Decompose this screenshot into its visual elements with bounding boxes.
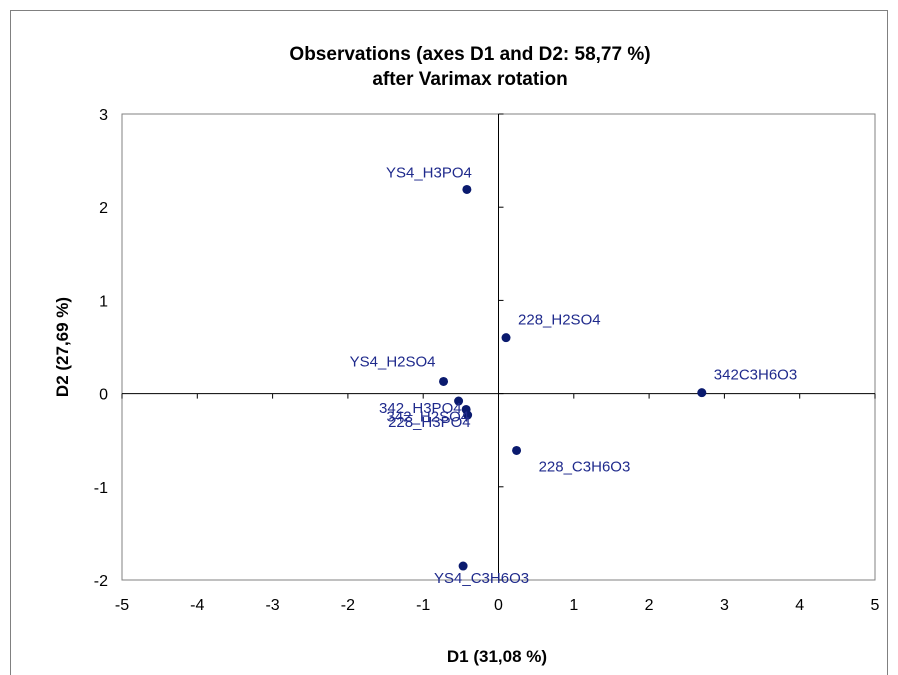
data-point [501, 333, 511, 343]
data-point [462, 184, 472, 194]
point-label: 228_H3PO4 [388, 414, 471, 431]
x-tick-label: 1 [569, 597, 578, 614]
x-axis-title: D1 (31,08 %) [447, 647, 547, 666]
point-label: YS4_H3PO4 [386, 164, 472, 181]
data-point [454, 396, 464, 406]
y-tick-label: 3 [99, 107, 108, 124]
point-label: 342C3H6O3 [714, 367, 797, 384]
x-tick-label: -2 [341, 597, 355, 614]
chart-title: Observations (axes D1 and D2: 58,77 %) [289, 44, 650, 65]
data-point [439, 376, 449, 386]
x-tick-label: -3 [265, 597, 279, 614]
y-tick-label: -2 [94, 573, 108, 590]
point-label: 228_C3H6O3 [539, 458, 631, 475]
data-point [463, 410, 473, 420]
x-tick-label: -4 [190, 597, 204, 614]
tick-labels: -5 -4 -3 -2 -1 0 1 2 3 4 5 -2 -1 0 1 2 3 [94, 107, 880, 614]
point-labels: YS4_H3PO4 228_H2SO4 YS4_H2SO4 342C3H6O3 342_… [350, 164, 798, 587]
chart-frame [10, 10, 888, 675]
point-label: YS4_H2SO4 [350, 353, 436, 370]
y-tick-label: 1 [99, 293, 108, 310]
x-tick-label: 3 [720, 597, 729, 614]
x-tick-label: 0 [494, 597, 503, 614]
y-tick-label: 0 [99, 387, 108, 404]
data-point [458, 561, 468, 571]
y-axis-title: D2 (27,69 %) [53, 297, 72, 397]
data-point [697, 388, 707, 398]
point-label: 342_H2SO4 [387, 408, 470, 425]
point-label: 342_H3PO4 [379, 400, 462, 417]
data-point [512, 445, 522, 455]
chart-subtitle: after Varimax rotation [372, 69, 567, 90]
y-tick-label: 2 [99, 200, 108, 217]
point-label: 228_H2SO4 [518, 312, 601, 329]
x-tick-label: 4 [795, 597, 804, 614]
x-tick-label: 2 [645, 597, 654, 614]
x-tick-label: -1 [416, 597, 430, 614]
x-tick-label: 5 [871, 597, 880, 614]
data-points [439, 184, 707, 571]
axes-layer [121, 113, 876, 581]
point-label: YS4_C3H6O3 [434, 570, 529, 587]
x-tick-label: -5 [115, 597, 129, 614]
y-tick-label: -1 [94, 480, 108, 497]
